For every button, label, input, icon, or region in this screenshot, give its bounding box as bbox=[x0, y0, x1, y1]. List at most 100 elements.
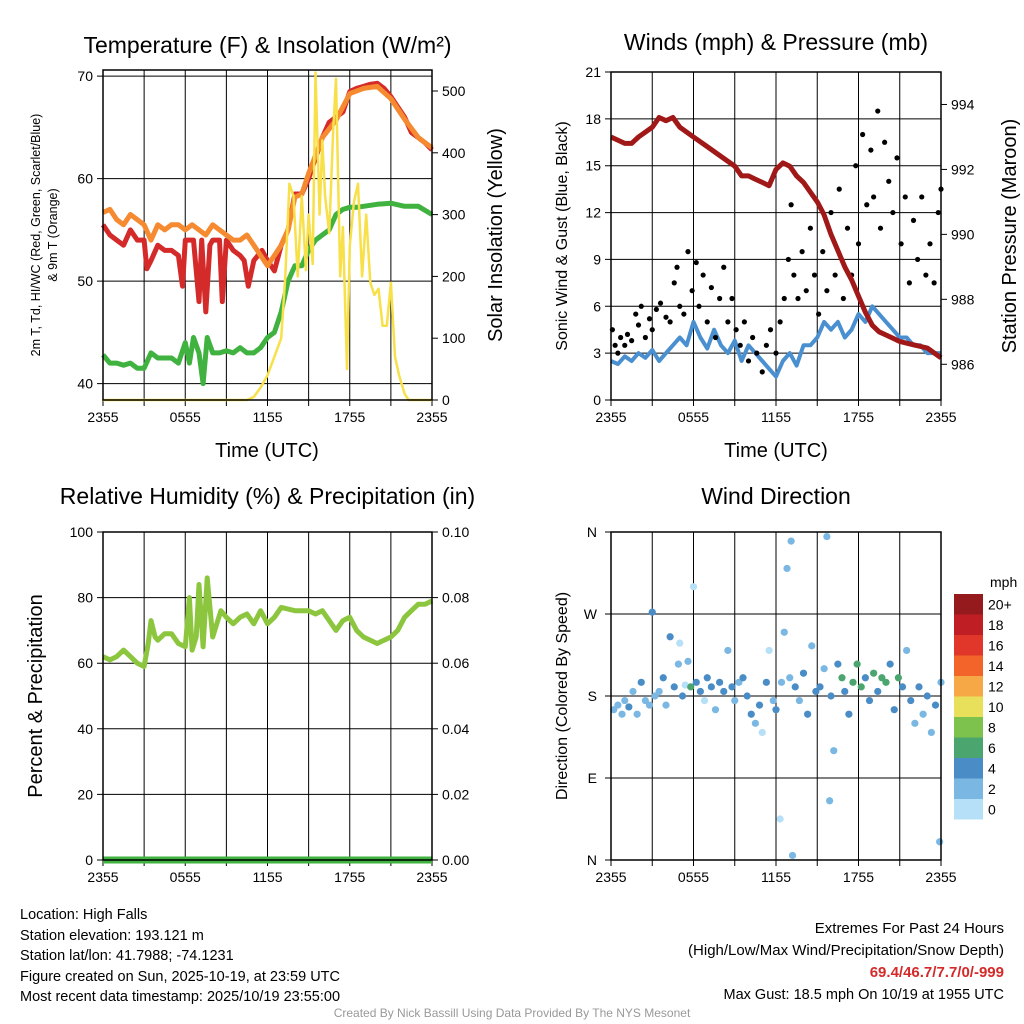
gust-point bbox=[754, 350, 760, 356]
direction-point bbox=[676, 639, 684, 647]
credit: Created By Nick Bassill Using Data Provi… bbox=[333, 1006, 691, 1020]
gust-point bbox=[840, 295, 846, 302]
gust-point bbox=[646, 316, 653, 322]
direction-point bbox=[841, 687, 849, 696]
gust-point bbox=[875, 108, 881, 114]
panel-title: Wind Direction bbox=[701, 483, 851, 509]
extremes-values: 69.4/46.7/7.7/0/-999 bbox=[869, 964, 1004, 981]
gust-point bbox=[733, 327, 739, 333]
direction-point bbox=[861, 674, 869, 682]
gust-point bbox=[791, 272, 797, 278]
direction-point bbox=[827, 692, 835, 700]
x-axis-label: Time (UTC) bbox=[724, 440, 828, 462]
y-tick-label: E bbox=[588, 770, 597, 786]
direction-point bbox=[783, 564, 791, 573]
gust-point bbox=[712, 334, 719, 341]
direction-point bbox=[911, 719, 919, 727]
extremes: Extremes For Past 24 Hours (High/Low/Max… bbox=[688, 918, 1004, 1006]
gust-point bbox=[855, 241, 862, 247]
gust-point bbox=[807, 225, 813, 231]
y-tick-label: 60 bbox=[77, 655, 93, 671]
y-tick-label: N bbox=[587, 524, 597, 540]
direction-point bbox=[886, 660, 894, 668]
direction-point bbox=[898, 683, 907, 691]
gust-point bbox=[788, 202, 794, 208]
gust-point bbox=[860, 131, 866, 138]
direction-point bbox=[830, 747, 838, 755]
plot-border bbox=[610, 531, 942, 861]
gust-point bbox=[811, 272, 818, 278]
y-tick-label: 6 bbox=[593, 298, 601, 314]
direction-point bbox=[804, 710, 812, 718]
y-axis-label: Percent & Precipitation bbox=[25, 594, 47, 797]
direction-point bbox=[762, 678, 770, 686]
gust-point bbox=[868, 147, 874, 153]
gust-point bbox=[635, 322, 642, 328]
direction-point bbox=[678, 692, 687, 700]
gust-point bbox=[898, 241, 904, 247]
x-tick-label: 1755 bbox=[843, 869, 874, 885]
lat-lon: Station lat/lon: 41.7988; -74.1231 bbox=[20, 948, 234, 964]
extremes-sub: (High/Low/Max Wind/Precipitation/Snow De… bbox=[688, 942, 1004, 959]
colorbar-swatch bbox=[954, 758, 983, 779]
gust-point bbox=[844, 225, 851, 231]
gust-point bbox=[927, 241, 933, 247]
gust-point bbox=[671, 280, 677, 286]
location: Location: High Falls bbox=[20, 907, 148, 923]
y2-tick-label: 0.02 bbox=[442, 786, 469, 802]
gust-point bbox=[689, 288, 695, 294]
y-tick-label: 12 bbox=[585, 205, 601, 221]
y2-tick-label: 988 bbox=[951, 291, 975, 307]
colorbar-label: 2 bbox=[988, 781, 996, 797]
gust-point bbox=[935, 209, 941, 216]
elevation: Station elevation: 193.121 m bbox=[20, 927, 204, 944]
y-tick-label: 40 bbox=[77, 376, 93, 392]
direction-point bbox=[936, 838, 944, 846]
gust-point bbox=[657, 300, 664, 306]
x-tick-label: 2355 bbox=[87, 869, 118, 885]
direction-point bbox=[659, 674, 667, 682]
created: Figure created on Sun, 2025-10-19, at 23… bbox=[20, 968, 340, 985]
y-tick-label: N bbox=[587, 852, 597, 868]
direction-point bbox=[739, 674, 747, 682]
colorbar-label: 8 bbox=[988, 719, 996, 735]
direction-point bbox=[648, 608, 656, 616]
plot-border bbox=[102, 69, 433, 401]
direction-point bbox=[849, 678, 857, 686]
direction-point bbox=[633, 710, 641, 718]
x-tick-label: 1155 bbox=[761, 869, 791, 885]
gust-point bbox=[886, 178, 892, 184]
direction-point bbox=[857, 683, 865, 691]
direction-point bbox=[769, 696, 777, 705]
direction-point bbox=[689, 583, 698, 591]
y-axis-label: Sonic Wind & Gust (Blue, Black) bbox=[554, 121, 571, 350]
gust-point bbox=[696, 303, 702, 309]
gust-point bbox=[832, 272, 838, 278]
y-tick-label: 3 bbox=[593, 345, 601, 361]
gust-point bbox=[910, 217, 917, 223]
direction-point bbox=[812, 687, 820, 696]
direction-point bbox=[853, 660, 861, 668]
recent-timestamp: Most recent data timestamp: 2025/10/19 2… bbox=[20, 989, 341, 1005]
direction-point bbox=[621, 696, 629, 705]
gust-point bbox=[642, 334, 648, 341]
colorbar-label: 14 bbox=[988, 658, 1004, 674]
direction-point bbox=[894, 674, 902, 682]
gust-point bbox=[890, 209, 896, 216]
gust-point bbox=[767, 327, 774, 333]
gust-point bbox=[759, 369, 765, 375]
gust-point bbox=[653, 306, 659, 313]
direction-point bbox=[923, 692, 931, 700]
gust-point bbox=[882, 139, 888, 145]
colorbar-label: 16 bbox=[988, 637, 1004, 653]
direction-point bbox=[780, 628, 788, 636]
x-tick-label: 2355 bbox=[595, 409, 626, 425]
gust-point bbox=[704, 319, 710, 325]
series-9m-t bbox=[101, 83, 434, 269]
y-tick-label: 50 bbox=[77, 273, 93, 289]
direction-point bbox=[731, 696, 739, 705]
gust-point bbox=[737, 342, 743, 348]
y2-tick-label: 0 bbox=[442, 392, 450, 408]
y-tick-label: W bbox=[584, 606, 598, 622]
